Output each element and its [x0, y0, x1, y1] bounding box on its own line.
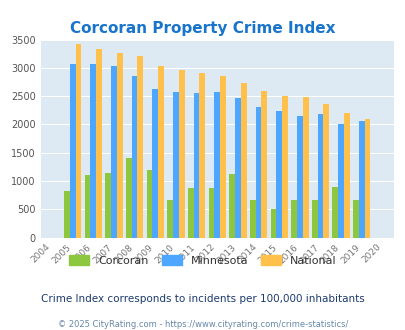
Text: Corcoran Property Crime Index: Corcoran Property Crime Index [70, 21, 335, 36]
Bar [281, 96, 287, 238]
Bar [167, 200, 173, 238]
Bar [229, 174, 234, 238]
Bar [352, 200, 358, 238]
Bar [249, 200, 255, 238]
Legend: Corcoran, Minnesota, National: Corcoran, Minnesota, National [64, 250, 341, 270]
Bar [64, 191, 70, 238]
Bar [199, 73, 205, 238]
Bar [146, 170, 152, 238]
Bar [311, 200, 317, 238]
Bar [255, 107, 261, 238]
Text: © 2025 CityRating.com - https://www.cityrating.com/crime-statistics/: © 2025 CityRating.com - https://www.city… [58, 320, 347, 329]
Bar [317, 114, 323, 238]
Bar [111, 66, 117, 238]
Bar [276, 112, 281, 238]
Bar [220, 76, 225, 238]
Text: Crime Index corresponds to incidents per 100,000 inhabitants: Crime Index corresponds to incidents per… [41, 294, 364, 304]
Bar [290, 200, 296, 238]
Bar [188, 188, 193, 238]
Bar [84, 175, 90, 238]
Bar [158, 66, 164, 238]
Bar [173, 92, 178, 238]
Bar [214, 92, 220, 238]
Bar [178, 70, 184, 238]
Bar [75, 44, 81, 238]
Bar [193, 93, 199, 238]
Bar [296, 116, 302, 238]
Bar [240, 83, 246, 238]
Bar [152, 89, 158, 238]
Bar [208, 188, 214, 238]
Bar [358, 121, 364, 238]
Bar [234, 98, 240, 238]
Bar [323, 104, 328, 238]
Bar [131, 76, 137, 238]
Bar [332, 187, 337, 238]
Bar [90, 64, 96, 238]
Bar [126, 158, 131, 238]
Bar [137, 56, 143, 238]
Bar [302, 97, 308, 238]
Bar [343, 113, 349, 238]
Bar [337, 124, 343, 238]
Bar [117, 52, 122, 238]
Bar [364, 119, 370, 238]
Bar [70, 64, 75, 238]
Bar [270, 209, 276, 238]
Bar [105, 173, 111, 238]
Bar [96, 49, 102, 238]
Bar [261, 90, 266, 238]
